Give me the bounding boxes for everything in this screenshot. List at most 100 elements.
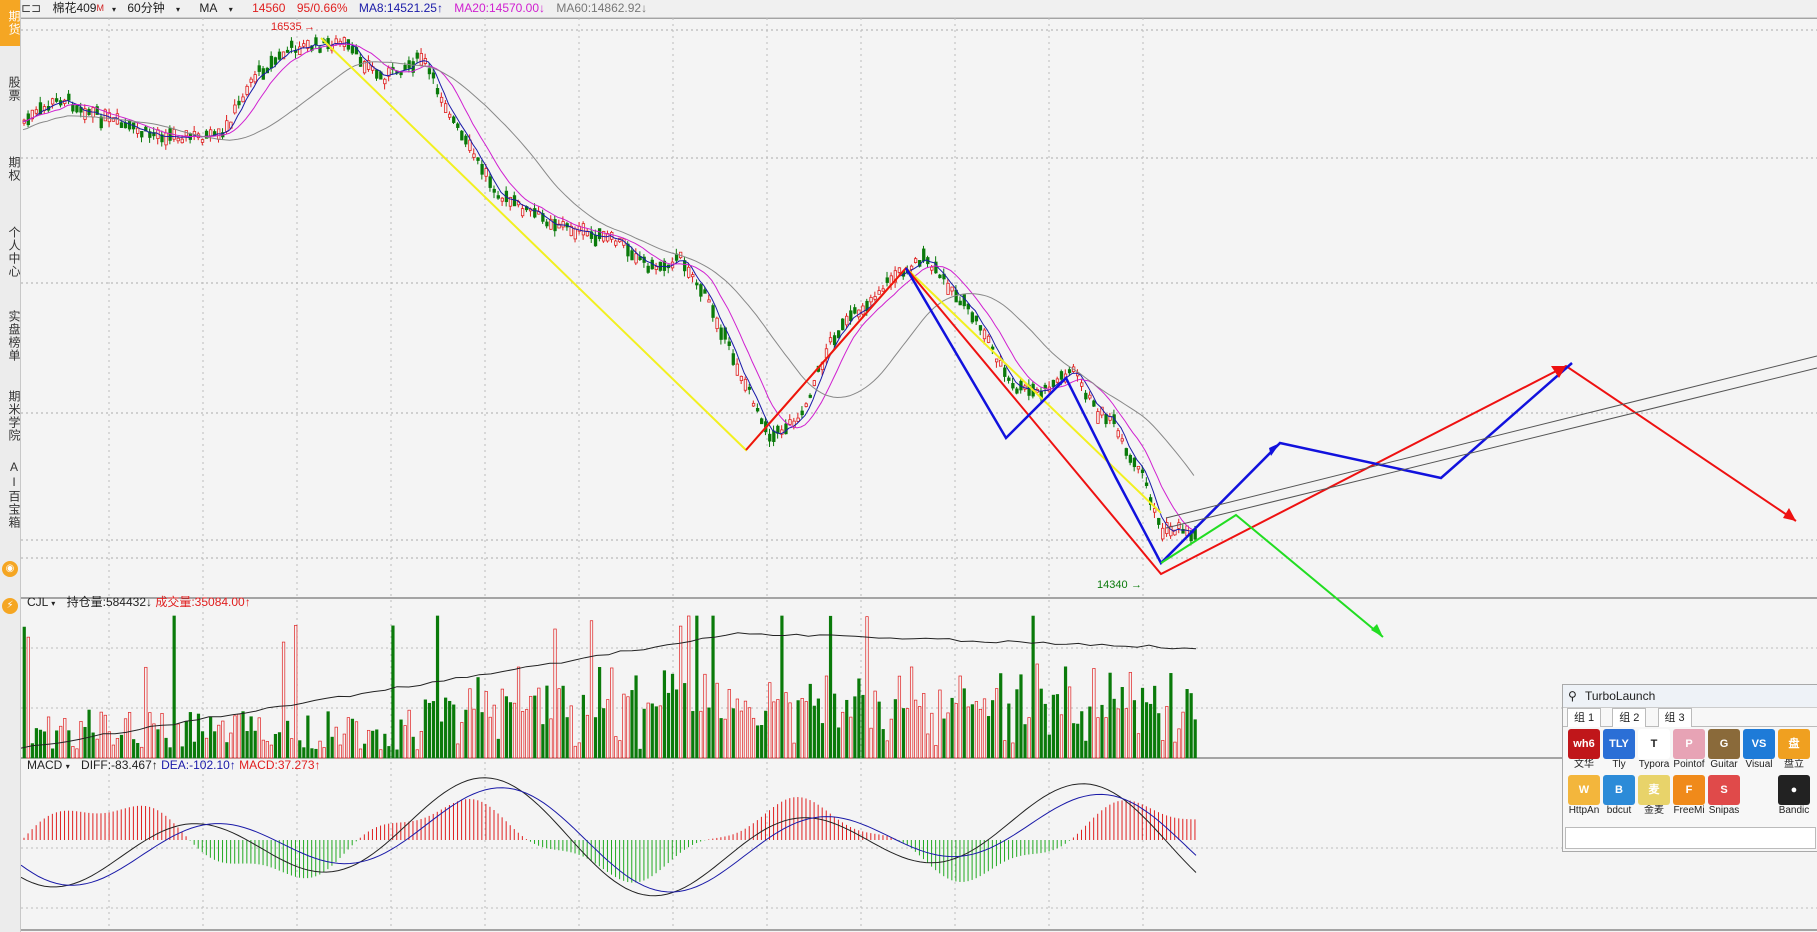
tab-group-3[interactable]: 组 3: [1657, 708, 1692, 727]
app-tly-icon: TLY: [1603, 729, 1635, 759]
app-金麦-launcher[interactable]: 麦金麦: [1636, 775, 1672, 817]
app-label: Snipas: [1708, 805, 1740, 816]
sidebar-item-personal-center[interactable]: 个人中心: [7, 226, 21, 278]
low-price-label: 14340: [1097, 579, 1128, 591]
app-tly-launcher[interactable]: TLY Tly: [1601, 729, 1637, 771]
candle-body: [456, 123, 460, 128]
sidebar-item-options[interactable]: 期权: [7, 156, 21, 182]
volume-bar: [958, 675, 962, 759]
candle-body: [861, 305, 865, 315]
volume-bar: [658, 705, 662, 759]
volume-bar: [387, 746, 391, 759]
app-snipas-launcher[interactable]: S Snipas: [1706, 775, 1742, 817]
app-guitar-launcher[interactable]: G Guitar: [1706, 729, 1742, 771]
candle-body: [500, 197, 505, 202]
turbolaunch-titlebar[interactable]: ⚲ TurboLaunch: [1563, 685, 1817, 708]
volume-bar: [703, 673, 707, 759]
app-文华-launcher[interactable]: wh6 文华: [1566, 729, 1602, 771]
candle-body: [443, 103, 448, 113]
symbol-dropdown-icon[interactable]: ▾: [111, 5, 116, 14]
volume-indicator-name[interactable]: CJL: [27, 595, 48, 609]
app-label: 盘立: [1784, 759, 1804, 770]
volume-bar: [934, 745, 938, 759]
volume-bar: [176, 723, 180, 759]
tab-group-2[interactable]: 组 2: [1612, 708, 1647, 727]
volume-bar: [55, 730, 59, 759]
volume-bar: [1189, 693, 1193, 759]
volume-bar: [1039, 688, 1043, 759]
app-bandic-launcher[interactable]: ● Bandic: [1776, 775, 1812, 817]
sidebar-item-live-ranking[interactable]: 实盘榜单: [7, 310, 21, 362]
candle-body: [67, 93, 71, 101]
volume-bar: [845, 699, 849, 759]
sidebar-item-stocks[interactable]: 股票: [7, 76, 21, 102]
volume-bar: [91, 732, 95, 759]
candle-body: [970, 312, 975, 323]
candle-body: [731, 353, 735, 365]
app-typora-launcher[interactable]: T Typora: [1636, 729, 1672, 771]
app-pointof-launcher[interactable]: P Pointof: [1671, 729, 1707, 771]
volume-bar: [1067, 686, 1072, 759]
sidebar-item-ai-toolbox[interactable]: AI百宝箱: [7, 459, 21, 529]
app-guitar-icon: G: [1708, 729, 1740, 759]
candle-body: [448, 113, 452, 118]
volume-bar: [650, 703, 654, 759]
trend-line-upper: [1165, 355, 1817, 519]
macd-dea-line: [21, 787, 1197, 893]
indicator-dropdown-icon[interactable]: ▾: [228, 5, 233, 14]
clock-icon[interactable]: ◉: [2, 561, 18, 577]
volume-bar: [164, 737, 168, 759]
volume-bar: [541, 724, 545, 759]
period-dropdown-icon[interactable]: ▾: [176, 5, 181, 14]
indicator-selector[interactable]: MA ▾: [199, 1, 233, 15]
tab-group-1[interactable]: 组 1: [1567, 708, 1602, 727]
candle-body: [893, 270, 898, 283]
candle-body: [464, 135, 468, 145]
sidebar-item-academy[interactable]: 期米学院: [7, 390, 21, 442]
turbolaunch-input[interactable]: [1565, 827, 1816, 849]
app-httpan-launcher[interactable]: W HttpAn: [1566, 775, 1602, 817]
symbol-name[interactable]: 棉花409: [52, 1, 97, 15]
volume-bar: [857, 678, 861, 759]
candle-body: [593, 235, 598, 247]
candle-body: [1140, 469, 1145, 474]
volume-bar: [792, 742, 796, 759]
volume-dropdown-icon[interactable]: ▾: [51, 599, 56, 608]
volume-bar: [419, 731, 423, 759]
app-freemi-launcher[interactable]: F FreeMi: [1671, 775, 1707, 817]
volume-bar: [221, 720, 225, 759]
volume-bar: [156, 729, 160, 759]
turbolaunch-window[interactable]: ⚲ TurboLaunch 组 1 组 2 组 3 wh6 文华 TLY Tly T Ty…: [1562, 684, 1817, 852]
candle-body: [982, 329, 987, 340]
volume-bar: [63, 718, 67, 759]
app-label: bdcut: [1606, 805, 1632, 816]
macd-diff-line: [21, 777, 1197, 897]
app-visual-icon: VS: [1743, 729, 1775, 759]
chart-type-icon[interactable]: ⊏⊐: [21, 1, 42, 15]
volume-bar: [1007, 703, 1011, 759]
volume-bar: [662, 670, 667, 759]
lightning-icon[interactable]: ⚡: [2, 598, 18, 614]
candle-body: [439, 96, 444, 103]
volume-bar: [472, 708, 476, 759]
candle-body: [934, 261, 938, 274]
volume-bar: [103, 714, 107, 759]
candle-body: [683, 260, 687, 272]
candle-body: [520, 208, 525, 217]
kline-chart[interactable]: 16535 → 14340 →: [21, 18, 1817, 932]
candle-body: [873, 296, 877, 300]
sidebar-item-futures[interactable]: 期货: [0, 0, 21, 46]
candle-body: [285, 49, 290, 53]
app-freemi-icon: F: [1673, 775, 1705, 805]
macd-dropdown-icon[interactable]: ▾: [65, 762, 70, 771]
app-盘立-launcher[interactable]: 盘盘立: [1776, 729, 1812, 771]
macd-indicator-name[interactable]: MACD: [27, 758, 63, 772]
volume-bar: [1092, 668, 1096, 759]
volume-bar: [780, 615, 784, 759]
candle-body: [435, 88, 440, 95]
app-visual-launcher[interactable]: VS Visual: [1741, 729, 1777, 771]
candle-body: [751, 402, 756, 407]
candle-body: [553, 219, 557, 232]
period-selector[interactable]: 60分钟 ▾: [127, 1, 181, 15]
